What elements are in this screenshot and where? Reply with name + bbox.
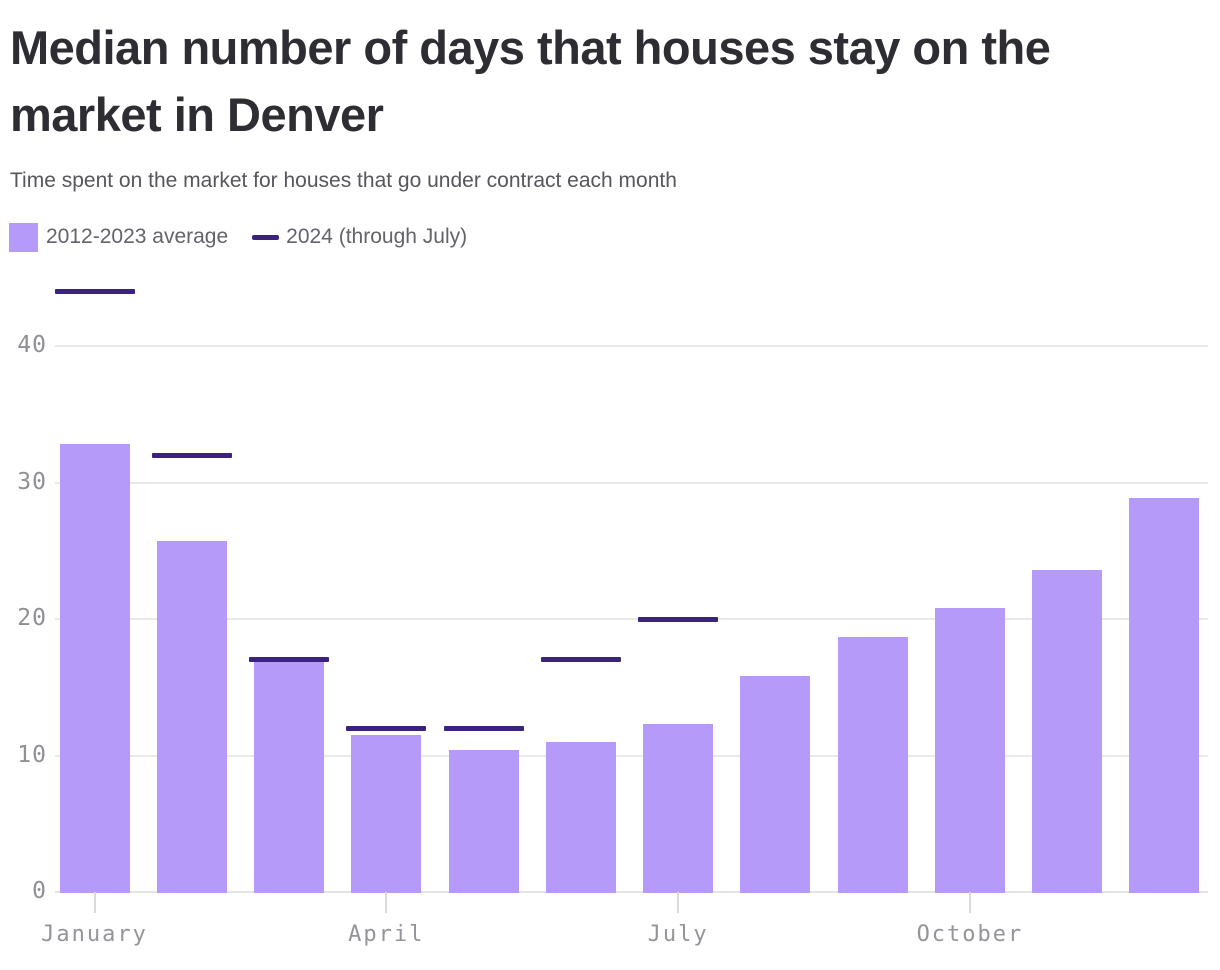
x-axis-tick-label: October [916, 922, 1024, 947]
bar-december [1129, 497, 1200, 893]
legend-avg-swatch-icon [9, 222, 38, 252]
x-axis-tick-label: July [647, 922, 709, 947]
x-axis-tick-label: April [348, 922, 425, 947]
bar-july [643, 724, 714, 893]
legend-2024-dash-icon [252, 234, 280, 240]
line-2024-february [151, 452, 232, 458]
gridline-y-30 [55, 481, 1208, 484]
line-2024-march [249, 657, 330, 663]
line-2024-may [443, 725, 524, 731]
bar-october [934, 608, 1005, 893]
bar-january [59, 444, 130, 893]
bar-september [837, 636, 908, 893]
x-axis-tick [385, 892, 388, 913]
gridline-y-20 [55, 618, 1208, 620]
y-axis-tick-label: 0 [32, 878, 47, 904]
gridline-y-10 [55, 754, 1208, 757]
y-axis-tick-label: 40 [17, 332, 47, 358]
line-2024-july [638, 616, 719, 622]
x-axis-tick [677, 892, 680, 913]
chart-subtitle: Time spent on the market for houses that… [10, 169, 677, 192]
x-axis-tick-label: January [41, 922, 148, 947]
line-2024-april [346, 725, 427, 731]
bar-april [351, 735, 422, 893]
y-axis-tick-label: 20 [17, 605, 47, 631]
y-axis-tick-label: 10 [17, 741, 47, 768]
legend-avg-label: 2012-2023 average [46, 225, 229, 248]
y-axis-tick-label: 30 [17, 468, 47, 495]
bar-february [156, 541, 227, 893]
bar-may [448, 750, 519, 893]
chart-legend: 2012-2023 average 2024 (through July) [9, 222, 467, 252]
line-2024-june [540, 657, 621, 663]
gridline-y-40 [55, 345, 1208, 347]
gridline-y-0 [55, 891, 1208, 893]
bar-november [1032, 569, 1103, 893]
page-title: Median number of days that houses stay o… [10, 21, 1051, 141]
x-axis-tick [968, 892, 971, 913]
bar-march [254, 661, 325, 893]
x-axis-tick [93, 892, 96, 913]
legend-2024-label: 2024 (through July) [286, 225, 468, 248]
bar-august [740, 676, 811, 893]
line-2024-january [54, 288, 135, 294]
bar-june [545, 741, 616, 893]
